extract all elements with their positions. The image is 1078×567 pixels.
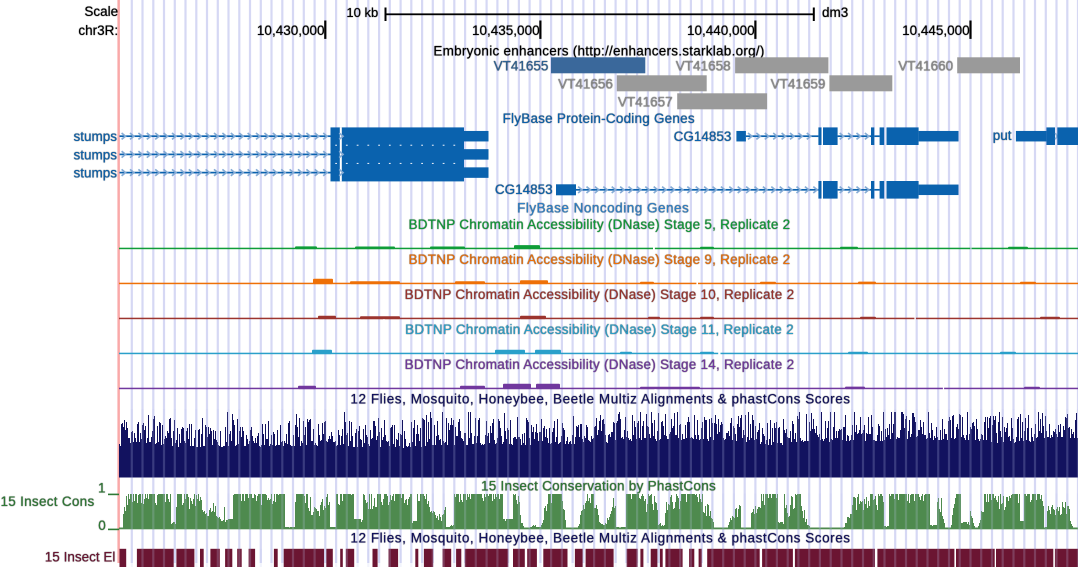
svg-text:VT41656: VT41656 — [558, 76, 613, 91]
svg-text:CG14853: CG14853 — [495, 182, 553, 197]
svg-text:BDTNP Chromatin Accessibility: BDTNP Chromatin Accessibility (DNase) St… — [409, 217, 791, 232]
svg-text:1: 1 — [98, 480, 106, 495]
svg-text:dm3: dm3 — [822, 5, 848, 20]
svg-text:FlyBase Protein-Coding Genes: FlyBase Protein-Coding Genes — [503, 111, 695, 126]
svg-text:put: put — [993, 128, 1012, 143]
svg-text:10,430,000: 10,430,000 — [257, 23, 325, 38]
svg-text:stumps: stumps — [73, 166, 117, 181]
svg-text:BDTNP Chromatin Accessibility: BDTNP Chromatin Accessibility (DNase) St… — [405, 287, 795, 302]
svg-text:0: 0 — [98, 518, 106, 533]
svg-text:BDTNP Chromatin Accessibility: BDTNP Chromatin Accessibility (DNase) St… — [405, 357, 795, 372]
svg-text:stumps: stumps — [73, 129, 117, 144]
svg-text:Scale: Scale — [84, 4, 118, 19]
svg-text:12 Flies, Mosquito, Honeybee,: 12 Flies, Mosquito, Honeybee, Beetle Mul… — [350, 392, 850, 407]
svg-text:15 Insect Conservation by Phas: 15 Insect Conservation by PhastCons — [481, 478, 716, 493]
svg-text:15 Insect El: 15 Insect El — [45, 550, 116, 565]
svg-text:15 Insect Cons: 15 Insect Cons — [1, 494, 95, 509]
svg-text:CG14853: CG14853 — [674, 129, 732, 144]
svg-text:VT41655: VT41655 — [494, 58, 549, 73]
svg-text:FlyBase Noncoding Genes: FlyBase Noncoding Genes — [517, 200, 689, 215]
svg-text:VT41658: VT41658 — [676, 58, 731, 73]
svg-text:VT41657: VT41657 — [618, 94, 673, 109]
svg-text:10,445,000: 10,445,000 — [902, 23, 970, 38]
svg-text:VT41659: VT41659 — [771, 76, 826, 91]
svg-text:VT41660: VT41660 — [898, 58, 953, 73]
svg-text:Embryonic enhancers (http://en: Embryonic enhancers (http://enhancers.st… — [433, 43, 764, 58]
svg-text:12 Flies, Mosquito, Honeybee,: 12 Flies, Mosquito, Honeybee, Beetle Mul… — [350, 531, 850, 546]
svg-text:BDTNP Chromatin Accessibility: BDTNP Chromatin Accessibility (DNase) St… — [405, 322, 794, 337]
svg-text:stumps: stumps — [73, 147, 117, 162]
svg-text:chr3R:: chr3R: — [78, 23, 118, 38]
svg-text:10,435,000: 10,435,000 — [472, 23, 540, 38]
svg-text:BDTNP Chromatin Accessibility: BDTNP Chromatin Accessibility (DNase) St… — [409, 252, 791, 267]
svg-text:10,440,000: 10,440,000 — [687, 23, 755, 38]
svg-text:10 kb: 10 kb — [346, 5, 378, 20]
